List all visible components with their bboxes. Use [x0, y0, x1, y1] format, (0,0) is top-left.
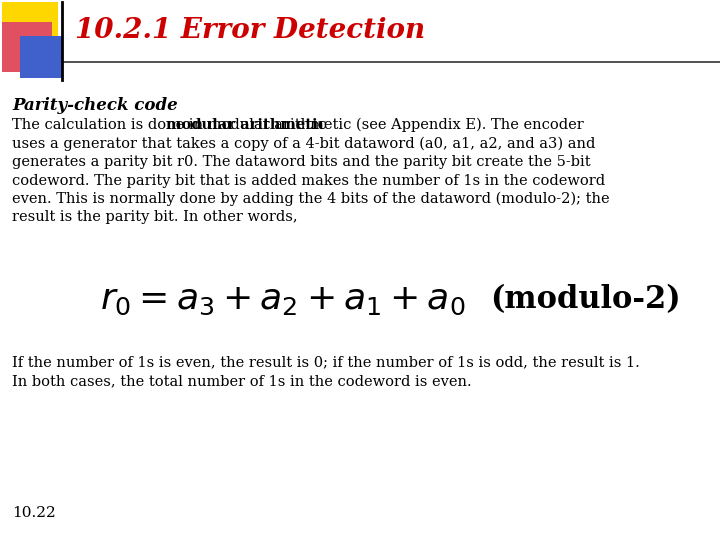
Text: If the number of 1s is even, the result is 0; if the number of 1s is odd, the re: If the number of 1s is even, the result …	[12, 355, 640, 369]
Text: modular arithmetic: modular arithmetic	[166, 118, 326, 132]
Text: codeword. The parity bit that is added makes the number of 1s in the codeword: codeword. The parity bit that is added m…	[12, 173, 605, 187]
Bar	[20, 36, 62, 78]
Text: Parity-check code: Parity-check code	[12, 97, 178, 114]
Text: 10.22: 10.22	[12, 506, 55, 520]
Text: The calculation is done in modular arithmetic (see Appendix E). The encoder: The calculation is done in modular arith…	[12, 118, 584, 132]
Text: result is the parity bit. In other words,: result is the parity bit. In other words…	[12, 211, 297, 225]
Text: $r_0 = a_3 + a_2 + a_1 + a_0$: $r_0 = a_3 + a_2 + a_1 + a_0$	[100, 283, 466, 317]
Text: (modulo-2): (modulo-2)	[490, 285, 680, 315]
Bar	[2, 22, 52, 72]
Text: uses a generator that takes a copy of a 4-bit dataword (a0, a1, a2, and a3) and: uses a generator that takes a copy of a …	[12, 137, 595, 151]
Bar	[2, 2, 58, 58]
Text: In both cases, the total number of 1s in the codeword is even.: In both cases, the total number of 1s in…	[12, 374, 472, 388]
Text: even. This is normally done by adding the 4 bits of the dataword (modulo-2); the: even. This is normally done by adding th…	[12, 192, 610, 206]
Text: generates a parity bit r0. The dataword bits and the parity bit create the 5-bit: generates a parity bit r0. The dataword …	[12, 155, 590, 169]
Text: 10.2.1 Error Detection: 10.2.1 Error Detection	[75, 17, 425, 44]
